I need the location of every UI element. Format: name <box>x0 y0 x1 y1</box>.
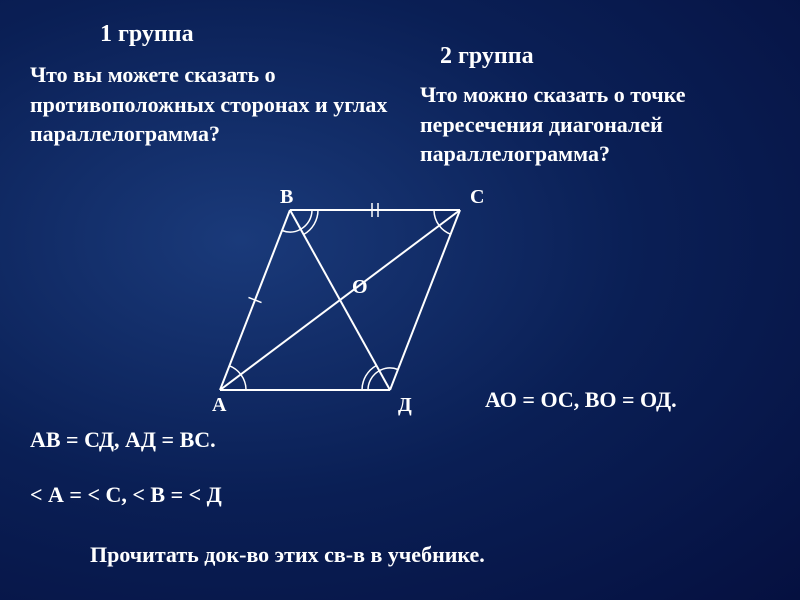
group2-title: 2 группа <box>440 40 534 72</box>
vertex-label-C: С <box>470 186 484 209</box>
group1-title: 1 группа <box>100 18 194 50</box>
equation-angles: < А = < С, < В = < Д <box>30 480 222 510</box>
vertex-label-O: О <box>352 276 368 299</box>
equation-sides: АВ = СД, АД = ВС. <box>30 425 216 455</box>
vertex-label-B: В <box>280 186 293 209</box>
footer-text: Прочитать док-во этих св-в в учебнике. <box>90 540 485 570</box>
parallelogram-diagram: АВСДО <box>200 190 480 405</box>
group1-question: Что вы можете сказать о противоположных … <box>30 60 390 149</box>
geometry-svg <box>200 190 480 400</box>
equation-diagonals: АО = ОС, ВО = ОД. <box>485 385 677 415</box>
vertex-label-D: Д <box>398 394 412 417</box>
vertex-label-A: А <box>212 394 226 417</box>
group2-question: Что можно сказать о точке пересечения ди… <box>420 80 780 169</box>
